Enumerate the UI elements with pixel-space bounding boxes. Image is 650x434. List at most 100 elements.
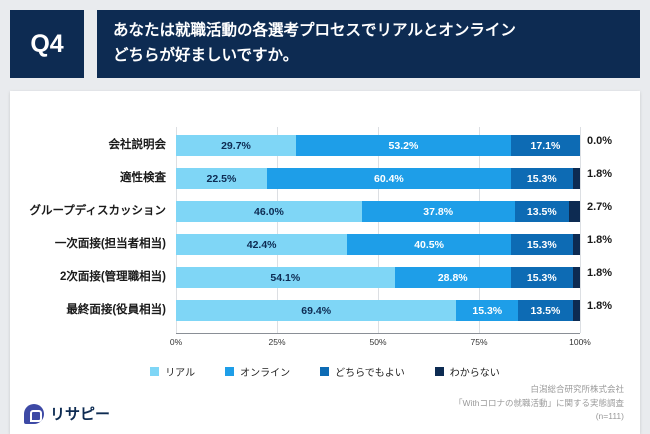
gridline — [378, 127, 379, 333]
question-title-line-2: どちらが好ましいですか。 — [113, 47, 299, 64]
bar-row: 適性検査 22.5% 60.4% 15.3% 1.8% — [120, 168, 612, 189]
chart-gridlines — [176, 127, 581, 333]
segment-value-label: 42.4% — [246, 238, 277, 251]
stacked-bar: 54.1% 28.8% 15.3% — [176, 267, 580, 288]
legend-swatch — [320, 367, 330, 376]
segment-value-label: 15.3% — [526, 172, 557, 185]
segment-value-label: 40.5% — [414, 238, 444, 251]
bar-row: 会社説明会 29.7% 53.2% 17.1% 0.0% — [109, 135, 612, 156]
bar-segment: 54.1% — [176, 267, 395, 288]
category-label: 適性検査 — [120, 172, 166, 184]
segment-value-label: 53.2% — [388, 139, 419, 152]
x-tick-label: 25% — [268, 337, 286, 347]
bar-segment: 22.5% — [176, 168, 267, 189]
segment-value-label: 37.8% — [423, 205, 454, 218]
risapy-logo[interactable]: リサピー — [24, 403, 110, 424]
legend-swatch — [150, 367, 160, 376]
segment-value-label: 54.1% — [270, 271, 301, 284]
gridline — [277, 127, 278, 333]
remainder-value-label: 2.7% — [587, 201, 613, 213]
bar-segment: 69.4% — [176, 300, 457, 321]
segment-value-label: 28.8% — [437, 271, 468, 284]
footer: リサピー 白潟総合研究所株式会社 「Withコロナの就職活動」に関する実態調査 … — [24, 383, 626, 428]
segment-value-label: 60.4% — [374, 172, 404, 185]
legend-swatch — [225, 367, 235, 376]
bar-row: 一次面接(担当者相当) 42.4% 40.5% 15.3% 1.8% — [55, 234, 612, 255]
legend-item: どちらでもよい — [320, 364, 405, 379]
legend-label: わからない — [449, 368, 500, 379]
category-label: グループディスカッション — [29, 205, 166, 217]
bar-segment: 17.1% — [510, 135, 580, 156]
segment-value-label: 15.3% — [472, 304, 503, 317]
gridline — [580, 127, 581, 333]
bar-segment — [572, 300, 580, 321]
category-label: 2次面接(管理職相当) — [59, 271, 166, 283]
speech-bubble-logo-icon — [24, 403, 44, 424]
segment-value-label: 13.5% — [530, 304, 561, 317]
bar-segment: 29.7% — [176, 135, 296, 156]
remainder-value-label: 0.0% — [587, 135, 613, 147]
bar-row: 2次面接(管理職相当) 54.1% 28.8% 15.3% 1.8% — [60, 267, 612, 288]
bar-segment: 46.0% — [176, 201, 362, 222]
stacked-bar: 69.4% 15.3% 13.5% — [176, 300, 580, 321]
bar-segment: 42.4% — [176, 234, 348, 255]
bar-segment: 28.8% — [394, 267, 511, 288]
segment-value-label: 13.5% — [526, 205, 557, 218]
bar-segment: 15.3% — [510, 168, 573, 189]
stacked-bar-chart: 会社説明会 29.7% 53.2% 17.1% 0.0% 適性検査 22.5% 60.4% 15… — [24, 127, 626, 349]
credit-line-company: 白潟総合研究所株式会社 — [530, 384, 624, 395]
stacked-bar: 42.4% 40.5% 15.3% — [176, 234, 580, 255]
risapy-logo-text: リサピー — [50, 406, 111, 423]
remainder-value-label: 1.8% — [587, 168, 613, 180]
bar-row: 最終面接(役員相当) 69.4% 15.3% 13.5% 1.8% — [66, 300, 612, 321]
legend-item: わからない — [434, 364, 500, 379]
bar-segment: 15.3% — [510, 234, 573, 255]
segment-value-label: 15.3% — [526, 271, 557, 284]
segment-value-label: 22.5% — [206, 172, 237, 185]
segment-value-label: 69.4% — [301, 304, 332, 317]
category-label: 会社説明会 — [108, 139, 167, 151]
segment-value-label: 17.1% — [530, 139, 561, 152]
legend-swatch — [434, 367, 444, 376]
stacked-bar: 46.0% 37.8% 13.5% — [176, 201, 580, 222]
bar-segment — [572, 168, 580, 189]
x-tick-label: 0% — [169, 337, 183, 347]
question-title: あなたは就職活動の各選考プロセスでリアルとオンライン どちらが好ましいですか。 — [97, 10, 640, 78]
bar-segment: 13.5% — [514, 201, 570, 222]
credit-line-sample-size: (n=111) — [595, 411, 624, 422]
segment-value-label: 29.7% — [221, 139, 251, 152]
legend-item: リアル — [150, 364, 195, 379]
survey-credit: 白潟総合研究所株式会社 「Withコロナの就職活動」に関する実態調査 (n=11… — [454, 383, 624, 424]
gridline — [479, 127, 480, 333]
category-label: 一次面接(担当者相当) — [54, 238, 166, 250]
bar-segment: 15.3% — [510, 267, 573, 288]
bar-segment: 40.5% — [347, 234, 511, 255]
legend-label: どちらでもよい — [335, 368, 405, 379]
remainder-value-label: 1.8% — [587, 300, 613, 312]
stacked-bar: 29.7% 53.2% 17.1% — [176, 135, 580, 156]
bar-row: グループディスカッション 46.0% 37.8% 13.5% 2.7% — [29, 201, 612, 222]
x-axis: 0% 25% 50% 75% 100% — [170, 333, 591, 349]
gridline — [176, 127, 177, 333]
remainder-value-label: 1.8% — [587, 234, 613, 246]
legend-label: リアル — [165, 368, 196, 379]
bar-segment — [572, 234, 580, 255]
x-tick-label: 100% — [569, 337, 591, 347]
bar-segment — [572, 267, 580, 288]
legend-label: オンライン — [240, 368, 291, 379]
segment-value-label: 46.0% — [254, 205, 284, 218]
bar-segment: 37.8% — [361, 201, 515, 222]
x-tick-label: 75% — [470, 337, 488, 347]
bar-segment: 60.4% — [266, 168, 511, 189]
bar-segment: 13.5% — [518, 300, 573, 321]
remainder-value-label: 1.8% — [587, 267, 613, 279]
question-number: Q4 — [10, 10, 84, 78]
chart-card: 会社説明会 29.7% 53.2% 17.1% 0.0% 適性検査 22.5% 60.4% 15… — [10, 91, 640, 434]
x-tick-label: 50% — [369, 337, 387, 347]
segment-value-label: 15.3% — [526, 238, 557, 251]
credit-line-survey: 「Withコロナの就職活動」に関する実態調査 — [453, 397, 624, 408]
category-label: 最終面接(役員相当) — [66, 304, 166, 316]
header: Q4 あなたは就職活動の各選考プロセスでリアルとオンライン どちらが好ましいです… — [10, 10, 640, 78]
bar-segment — [569, 201, 580, 222]
